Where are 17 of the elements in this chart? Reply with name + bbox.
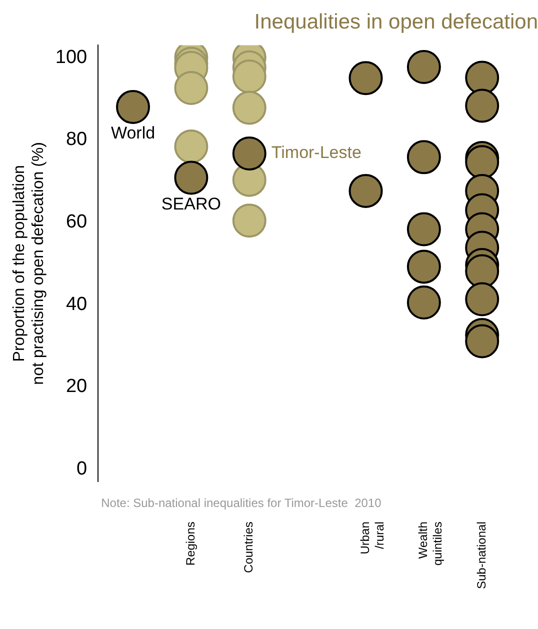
y-tick-label: 100 bbox=[55, 46, 88, 68]
annotation: World bbox=[110, 124, 156, 143]
annotation: SEARO bbox=[161, 194, 221, 214]
x-tick-label: Regions bbox=[184, 522, 198, 566]
y-axis-title: Proportion of the population not practising open defecation (%) bbox=[11, 142, 48, 385]
y-tick-label: 40 bbox=[66, 294, 88, 315]
x-tick-label: Sub-national bbox=[474, 522, 488, 590]
y-tick-label: 20 bbox=[66, 376, 88, 398]
x-tick-label: Urban /rural bbox=[358, 522, 386, 554]
y-tick-label: 60 bbox=[66, 211, 88, 232]
y-tick-label: 80 bbox=[66, 129, 88, 150]
annotation: Timor-Leste bbox=[271, 143, 362, 162]
chart-title: Inequalities in open defecation bbox=[254, 10, 538, 34]
x-tick-label: Countries bbox=[242, 522, 256, 573]
text: Note: Sub-national inequalities for Timor-Leste 2010 bbox=[101, 496, 382, 510]
y-tick-label: 0 bbox=[76, 458, 88, 480]
x-tick-label: Wealth quintiles bbox=[416, 522, 445, 566]
